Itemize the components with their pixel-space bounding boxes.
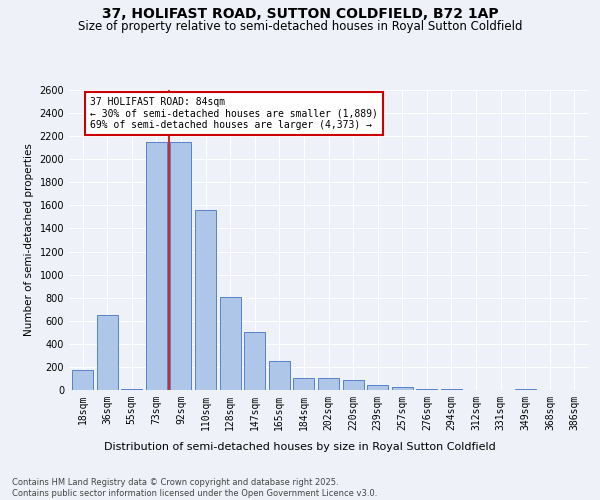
Bar — [269, 361, 290, 390]
Bar — [392, 387, 413, 390]
Bar — [318, 378, 339, 390]
Bar — [293, 378, 314, 390]
Bar — [220, 296, 241, 390]
Text: 37, HOLIFAST ROAD, SUTTON COLDFIELD, B72 1AP: 37, HOLIFAST ROAD, SUTTON COLDFIELD, B72… — [101, 8, 499, 22]
Bar — [367, 386, 388, 390]
Text: Contains HM Land Registry data © Crown copyright and database right 2025.
Contai: Contains HM Land Registry data © Crown c… — [12, 478, 377, 498]
Bar — [146, 142, 167, 390]
Bar — [343, 380, 364, 390]
Text: Size of property relative to semi-detached houses in Royal Sutton Coldfield: Size of property relative to semi-detach… — [78, 20, 522, 33]
Text: Distribution of semi-detached houses by size in Royal Sutton Coldfield: Distribution of semi-detached houses by … — [104, 442, 496, 452]
Bar — [195, 210, 216, 390]
Bar — [97, 315, 118, 390]
Bar — [72, 370, 93, 390]
Y-axis label: Number of semi-detached properties: Number of semi-detached properties — [24, 144, 34, 336]
Text: 37 HOLIFAST ROAD: 84sqm
← 30% of semi-detached houses are smaller (1,889)
69% of: 37 HOLIFAST ROAD: 84sqm ← 30% of semi-de… — [90, 97, 378, 130]
Bar — [244, 332, 265, 390]
Bar — [170, 142, 191, 390]
